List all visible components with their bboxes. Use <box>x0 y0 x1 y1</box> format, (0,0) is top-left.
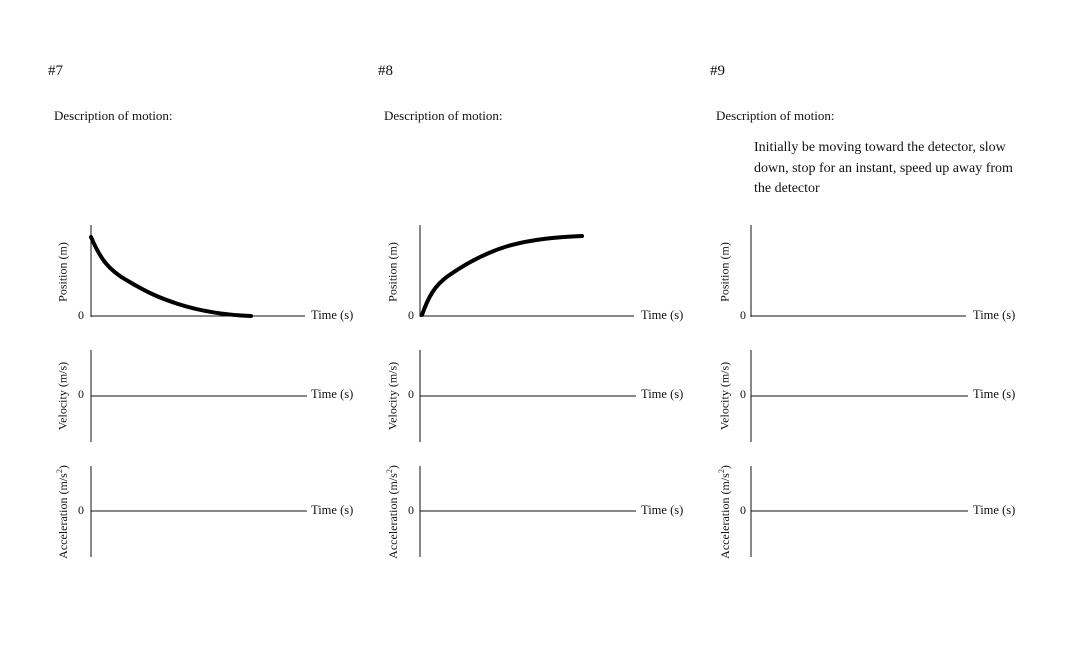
time-axis-label: Time (s) <box>311 503 354 517</box>
time-axis-label: Time (s) <box>973 503 1016 517</box>
velocity-graph[interactable]: Velocity (m/s) 0 Time (s) <box>717 350 1016 442</box>
position-curve <box>89 235 253 318</box>
time-axis-label: Time (s) <box>973 308 1016 322</box>
velocity-graph: Velocity (m/s) 0 Time (s) <box>385 350 684 442</box>
velocity-graph: Velocity (m/s) 0 Time (s) <box>55 350 354 442</box>
position-graph[interactable]: Position (m) 0 Time (s) <box>717 225 1016 322</box>
zero-label: 0 <box>78 503 84 517</box>
time-axis-label: Time (s) <box>641 387 684 401</box>
problem-number: #7 <box>48 63 63 79</box>
zero-label: 0 <box>408 308 414 322</box>
time-axis-label: Time (s) <box>641 503 684 517</box>
acceleration-graph: Acceleration (m/s2) 0 Time (s) <box>55 465 354 559</box>
position-graph: Position (m) 0 Time (s) <box>368 218 708 330</box>
problem-9: #9 Description of motion: Initially be m… <box>700 0 1040 664</box>
time-axis-label: Time (s) <box>973 387 1016 401</box>
acceleration-graph: Acceleration (m/s2) 0 Time (s) <box>385 465 684 559</box>
position-curve <box>420 234 584 317</box>
zero-label: 0 <box>78 387 84 401</box>
problem-7: #7 Description of motion: Position (m) 0… <box>38 0 378 664</box>
acceleration-graph[interactable]: Acceleration (m/s2) 0 Time (s) <box>717 465 1016 559</box>
zero-label: 0 <box>408 503 414 517</box>
time-axis-label: Time (s) <box>311 308 354 322</box>
zero-label: 0 <box>740 308 746 322</box>
description-label: Description of motion: <box>716 108 835 123</box>
zero-label: 0 <box>408 387 414 401</box>
description-label: Description of motion: <box>54 108 173 123</box>
zero-label: 0 <box>740 503 746 517</box>
problem-number: #9 <box>710 63 725 79</box>
time-axis-label: Time (s) <box>641 308 684 322</box>
problem-8: #8 Description of motion: Position (m) 0… <box>368 0 708 664</box>
zero-label: 0 <box>78 308 84 322</box>
problem-number: #8 <box>378 63 393 79</box>
position-graph: Position (m) 0 Time (s) <box>38 218 378 330</box>
zero-label: 0 <box>740 387 746 401</box>
time-axis-label: Time (s) <box>311 387 354 401</box>
description-text: Initially be moving toward the detector,… <box>754 140 1013 196</box>
description-label: Description of motion: <box>384 108 503 123</box>
